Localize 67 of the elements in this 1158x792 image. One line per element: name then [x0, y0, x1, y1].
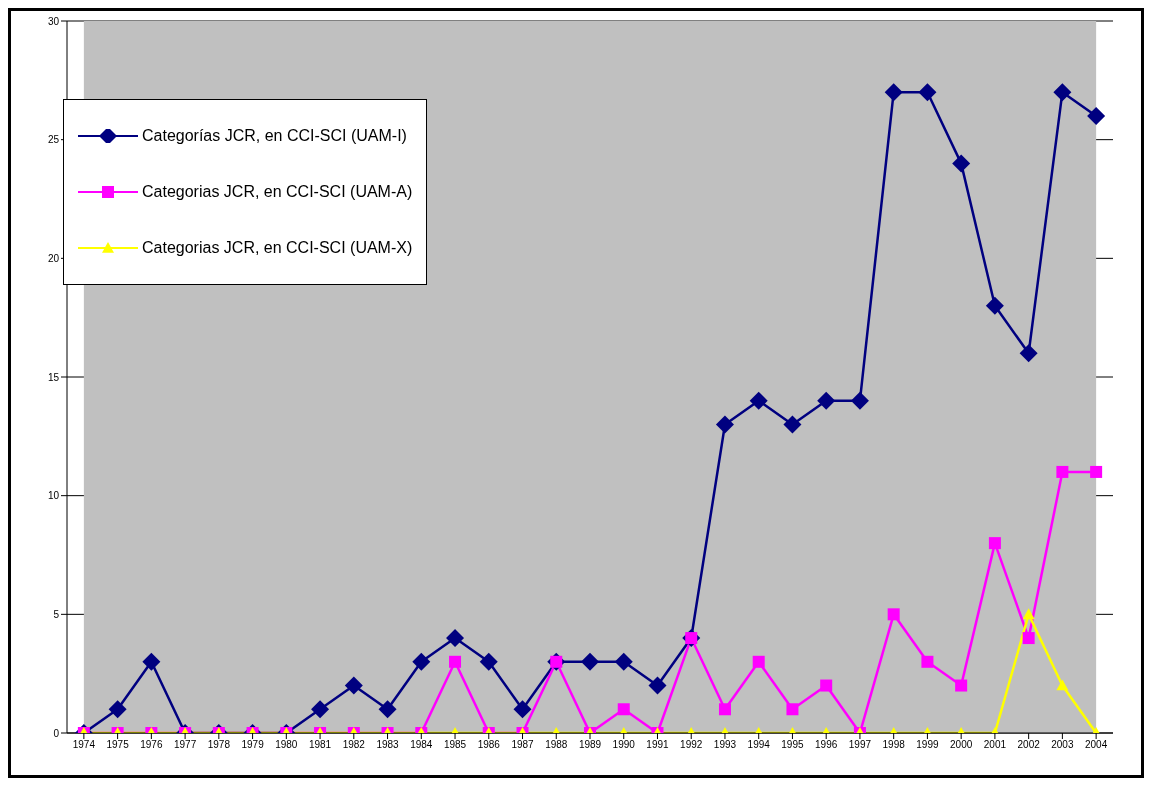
- x-tick-label: 1981: [308, 739, 332, 751]
- x-tick-label: 1991: [646, 739, 670, 751]
- x-tick-label: 2003: [1051, 739, 1074, 751]
- x-tick-label: 1996: [815, 739, 838, 751]
- point: [749, 391, 768, 410]
- y-tick-label: 0: [53, 727, 60, 739]
- x-tick-label: 1975: [106, 739, 130, 751]
- x-tick-label: 1977: [173, 739, 197, 751]
- point: [887, 608, 900, 621]
- x-tick-label: 1974: [72, 739, 96, 751]
- x-tick-label: 1986: [477, 739, 501, 751]
- point: [1087, 106, 1106, 125]
- y-tick-label: 30: [47, 15, 60, 27]
- point: [988, 537, 1001, 550]
- x-tick-label: 1980: [275, 739, 298, 751]
- point: [985, 296, 1004, 315]
- point: [1056, 679, 1069, 691]
- x-tick-label: 1976: [140, 739, 163, 751]
- point: [850, 391, 869, 410]
- point: [1090, 465, 1103, 478]
- legend-label: Categorias JCR, en CCI-SCI (UAM-A): [142, 183, 413, 201]
- y-tick-label: 15: [47, 371, 60, 383]
- y-tick-label: 25: [47, 134, 60, 146]
- x-tick-label: 1978: [207, 739, 231, 751]
- x-tick-label: 1999: [916, 739, 939, 751]
- point: [479, 652, 498, 671]
- x-tick-label: 1988: [545, 739, 568, 751]
- x-tick-label: 1990: [612, 739, 636, 751]
- point: [142, 652, 161, 671]
- point: [884, 83, 903, 102]
- y-tick-label: 5: [53, 608, 60, 620]
- x-tick-label: 1995: [781, 739, 805, 751]
- y-tick-label: 10: [47, 490, 60, 502]
- point: [412, 652, 431, 671]
- x-tick-label: 1979: [241, 739, 265, 751]
- point: [1056, 465, 1069, 478]
- legend-label: Categorias JCR, en CCI-SCI (UAM-X): [142, 239, 413, 257]
- x-tick-label: 1987: [511, 739, 535, 751]
- x-tick-label: 2001: [983, 739, 1007, 751]
- point: [952, 154, 971, 173]
- x-tick-label: 1985: [443, 739, 467, 751]
- x-tick-label: 2002: [1017, 739, 1041, 751]
- point: [614, 652, 633, 671]
- x-tick-label: 1983: [376, 739, 400, 751]
- point: [1022, 608, 1035, 620]
- point: [449, 655, 462, 668]
- y-tick-label: 20: [47, 252, 60, 264]
- point: [783, 415, 802, 434]
- x-tick-label: 1998: [882, 739, 906, 751]
- point: [817, 391, 836, 410]
- x-tick-label: 2004: [1085, 739, 1108, 751]
- legend-label: Categorías JCR, en CCI-SCI (UAM-I): [142, 127, 407, 145]
- point: [918, 83, 937, 102]
- x-tick-label: 1989: [578, 739, 602, 751]
- point: [1053, 83, 1072, 102]
- x-tick-label: 1993: [713, 739, 737, 751]
- point: [581, 652, 599, 671]
- point: [1019, 344, 1038, 363]
- x-tick-label: 1984: [410, 739, 433, 751]
- x-tick-label: 2000: [950, 739, 973, 751]
- x-tick-label: 1992: [680, 739, 703, 751]
- x-tick-label: 1982: [342, 739, 366, 751]
- point: [921, 655, 934, 668]
- x-tick-label: 1997: [848, 739, 872, 751]
- point: [715, 415, 734, 434]
- point: [752, 655, 765, 668]
- x-tick-label: 1994: [747, 739, 771, 751]
